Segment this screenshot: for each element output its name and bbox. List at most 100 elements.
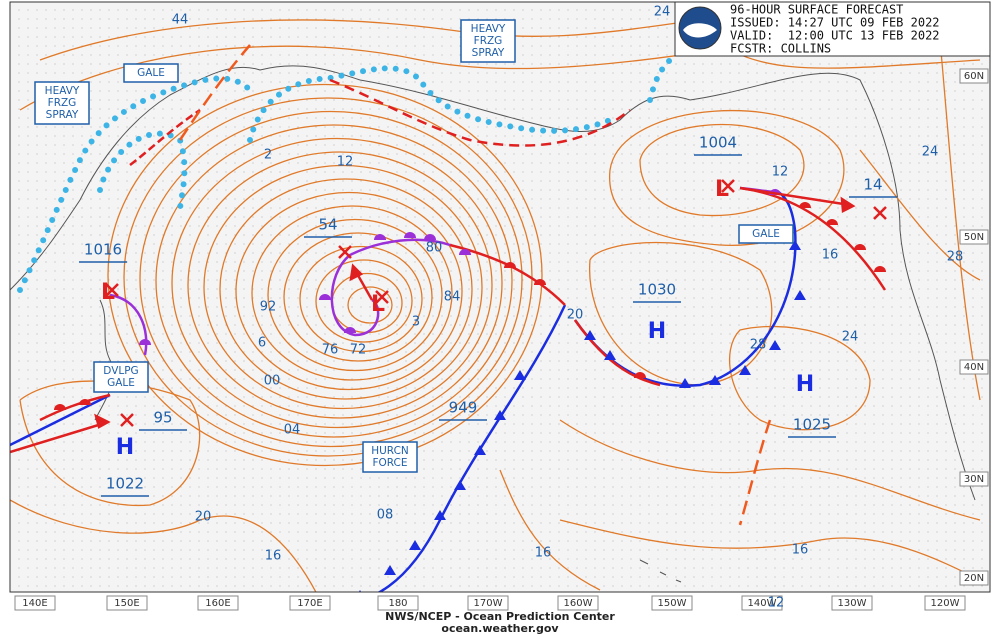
warning-box xyxy=(34,81,90,125)
lon-label-box xyxy=(924,595,966,611)
cold-front-pip xyxy=(474,445,486,455)
lat-label-box xyxy=(959,359,989,375)
cold-front-pip xyxy=(789,240,801,250)
coastlines xyxy=(10,65,976,583)
x-mark xyxy=(873,206,887,220)
isobar-label: 2 xyxy=(264,148,272,163)
warm-front-pip xyxy=(874,266,886,272)
warning-text: FORCE xyxy=(372,457,407,469)
warm-front-pip xyxy=(504,262,516,268)
cold-front-pip xyxy=(494,410,506,420)
isobar-label: 3 xyxy=(412,315,420,330)
isobar xyxy=(559,419,981,521)
arrow-head xyxy=(840,196,856,213)
warning-text: DVLPG xyxy=(103,365,138,377)
lon-label: 120W xyxy=(931,598,960,609)
ice-edge-line xyxy=(17,75,253,293)
warning-box xyxy=(123,63,179,83)
cold-front-pip xyxy=(434,510,446,520)
x-mark xyxy=(375,290,389,304)
occluded-front xyxy=(330,238,451,337)
ridge-front xyxy=(129,108,201,166)
lon-label: 150W xyxy=(658,598,687,609)
cold-front-pip xyxy=(709,375,721,385)
warm-front-pip xyxy=(854,244,866,250)
warm-front-pip xyxy=(534,279,546,285)
isobar-label: 6 xyxy=(258,336,266,351)
isobar-label: 12 xyxy=(768,596,785,611)
cold-front-pip xyxy=(384,565,396,575)
lon-label: 130W xyxy=(838,598,867,609)
footer-source: NWS/NCEP - Ocean Prediction Center xyxy=(385,610,615,623)
arrow-head xyxy=(349,263,364,282)
isobar xyxy=(347,286,393,324)
noaa-logo-bird xyxy=(683,23,717,38)
isobar-label: 84 xyxy=(444,290,461,305)
lon-label: 160E xyxy=(205,598,230,609)
isobar-label: 24 xyxy=(654,5,671,20)
lon-label-box xyxy=(557,595,599,611)
isobar-label: 12 xyxy=(337,155,354,170)
isobar-label: 16 xyxy=(265,549,282,564)
lat-label: 50N xyxy=(964,232,984,243)
isobar xyxy=(203,164,483,410)
lon-label-box xyxy=(377,595,419,611)
coast-aleutians xyxy=(359,79,691,132)
pressure-system: H xyxy=(116,435,134,460)
x-mark xyxy=(120,413,134,427)
isobar xyxy=(728,325,871,431)
isobar-label: 92 xyxy=(260,300,277,315)
isobar xyxy=(589,241,773,386)
arrow xyxy=(739,186,851,207)
warning-box xyxy=(362,441,418,473)
isobar-label: 72 xyxy=(350,343,367,358)
lon-label: 180 xyxy=(388,598,407,609)
lat-label-box xyxy=(959,68,989,84)
isobar xyxy=(107,83,543,467)
map-layers xyxy=(10,19,981,592)
warning-text: FRZG xyxy=(48,97,77,109)
trough xyxy=(178,44,251,141)
warning-text: GALE xyxy=(107,377,135,389)
lon-label: 150E xyxy=(114,598,139,609)
isobar-label: 28 xyxy=(947,250,964,265)
warm-front-pip xyxy=(459,249,471,255)
x-mark xyxy=(338,245,352,259)
isobar xyxy=(171,137,503,429)
warm-front-pip xyxy=(344,327,356,333)
warm-front xyxy=(39,393,111,422)
isobar xyxy=(639,123,805,217)
warm-front xyxy=(573,319,661,387)
lat-label-box xyxy=(959,229,989,245)
isobar-label: 16 xyxy=(535,546,552,561)
isobar-label: 00 xyxy=(264,374,281,389)
cold-front xyxy=(10,393,111,447)
header-line: ISSUED: 14:27 UTC 09 FEB 2022 xyxy=(730,16,940,30)
isobar xyxy=(155,124,513,438)
header-line: VALID: 12:00 UTC 13 FEB 2022 xyxy=(730,29,940,43)
cold-front-pip xyxy=(454,480,466,490)
front-symbols xyxy=(54,189,886,592)
isobar xyxy=(139,110,523,448)
lat-label-box xyxy=(959,471,989,487)
map-frame xyxy=(9,1,991,593)
isobar-label: 20 xyxy=(195,510,212,525)
isobar-label: 16 xyxy=(822,248,839,263)
pressure-system: L xyxy=(715,177,729,202)
ice-edge-line xyxy=(647,57,673,103)
pressure-system: H xyxy=(648,319,666,344)
isobar xyxy=(219,178,473,400)
central-pressure: 1022 xyxy=(106,475,144,493)
lon-label-box xyxy=(831,595,873,611)
isobar xyxy=(39,19,701,61)
warning-text: SPRAY xyxy=(46,109,79,121)
central-pressure: 1004 xyxy=(699,134,737,152)
cold-front-pip xyxy=(584,330,596,340)
warm-front-pip xyxy=(826,219,838,225)
warning-text: FRZG xyxy=(474,35,503,47)
cold-front-pip xyxy=(604,350,616,360)
isobar-label: 16 xyxy=(792,543,809,558)
central-pressure: 14 xyxy=(863,176,882,194)
isobar xyxy=(251,205,453,381)
